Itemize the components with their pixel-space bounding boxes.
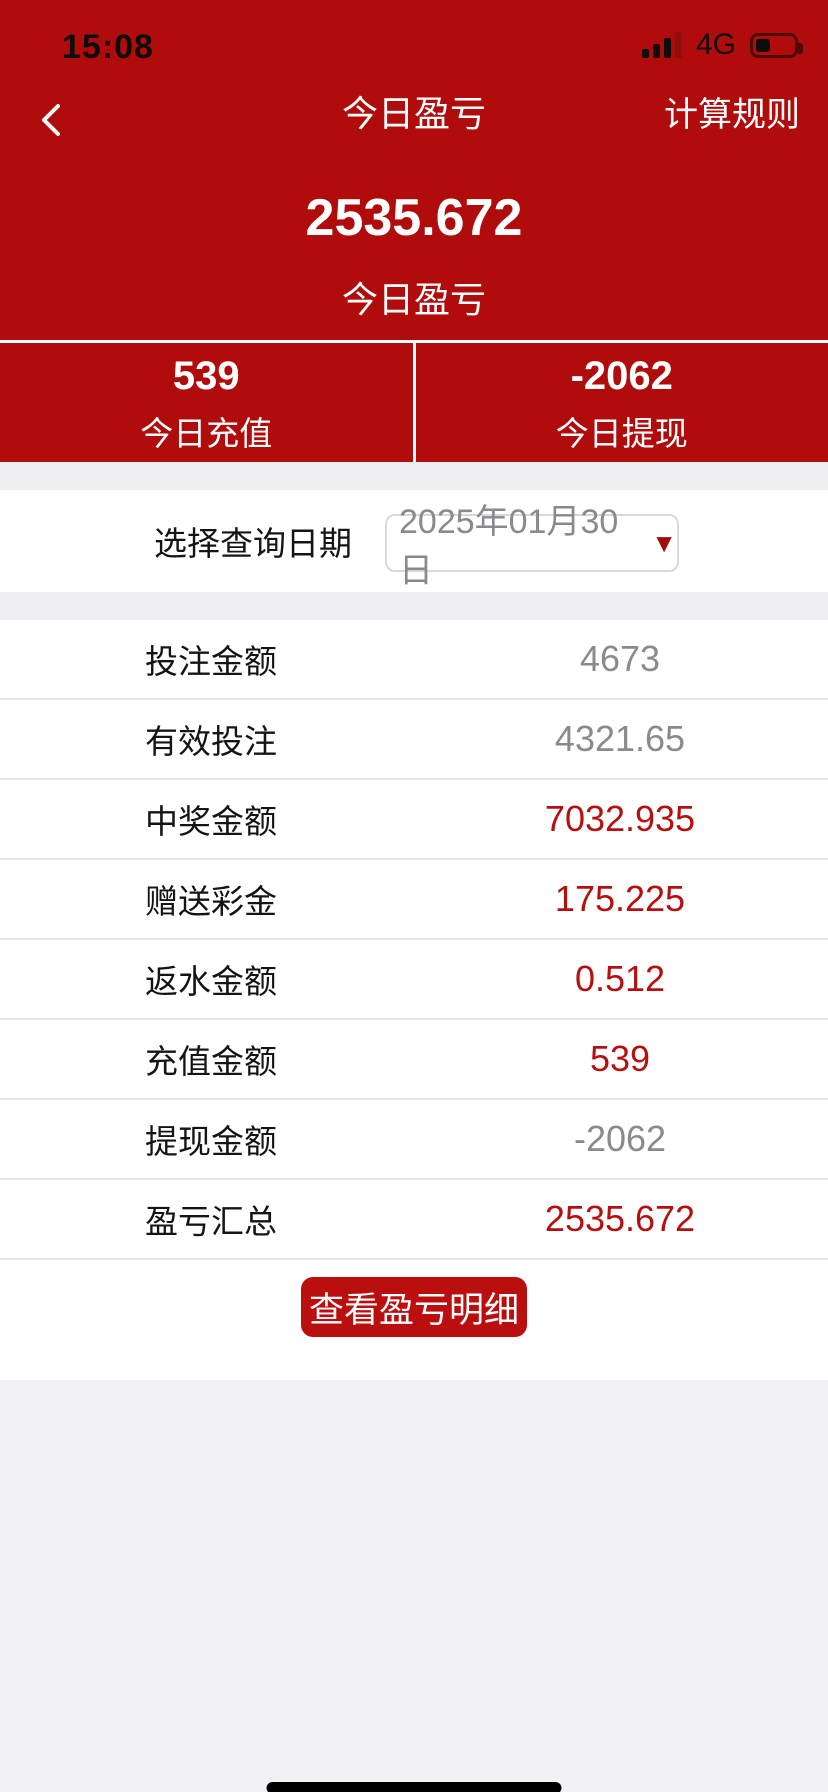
row-label: 投注金额 xyxy=(145,643,277,680)
date-picker[interactable]: 2025年01月30日 ▼ xyxy=(385,503,679,590)
table-row: 提现金额 -2062 xyxy=(0,1100,828,1180)
row-label: 有效投注 xyxy=(145,723,277,760)
chevron-left-icon xyxy=(42,104,60,136)
date-picker-value: 2025年01月30日 xyxy=(399,503,619,590)
total-profit-label: 今日盈亏 xyxy=(341,279,486,320)
home-indicator-handle[interactable] xyxy=(266,1782,562,1792)
battery-icon xyxy=(750,32,803,58)
row-label: 盈亏汇总 xyxy=(145,1203,277,1240)
button-section: 查看盈亏明细 xyxy=(0,1277,828,1380)
nav-bar: 今日盈亏 计算规则 xyxy=(0,90,828,150)
row-label: 中奖金额 xyxy=(145,803,277,840)
profit-summary: 2535.672 今日盈亏 xyxy=(0,150,828,340)
calculation-rules-link[interactable]: 计算规则 xyxy=(664,96,800,134)
table-row: 投注金额 4673 xyxy=(0,620,828,700)
back-button[interactable] xyxy=(36,103,66,137)
dropdown-triangle-icon: ▼ xyxy=(651,528,677,558)
row-value: 175.225 xyxy=(554,878,686,919)
withdrawal-stat: -2062 今日提现 xyxy=(416,343,828,462)
row-value: -2062 xyxy=(573,1118,667,1159)
detail-table: 投注金额 4673 有效投注 4321.65 中奖金额 7032.935 赠送彩… xyxy=(0,620,828,1260)
withdrawal-label: 今日提现 xyxy=(555,414,688,452)
date-filter-label: 选择查询日期 xyxy=(154,525,352,562)
row-value: 4321.65 xyxy=(554,718,686,759)
row-value: 2535.672 xyxy=(544,1198,696,1239)
status-icons: 4G xyxy=(641,28,803,62)
row-label: 提现金额 xyxy=(145,1123,277,1160)
clock-time: 15:08 xyxy=(62,28,154,66)
table-row: 充值金额 539 xyxy=(0,1020,828,1100)
table-row: 赠送彩金 175.225 xyxy=(0,860,828,940)
section-divider xyxy=(0,462,828,490)
total-profit-value: 2535.672 xyxy=(305,189,523,247)
deposit-value: 539 xyxy=(172,353,240,398)
footer-area xyxy=(0,1380,828,1792)
deposit-stat: 539 今日充值 xyxy=(0,343,416,462)
date-filter-section: 选择查询日期 2025年01月30日 ▼ xyxy=(0,490,828,592)
signal-strength-icon xyxy=(641,32,682,58)
row-value: 0.512 xyxy=(574,958,666,999)
table-row: 盈亏汇总 2535.672 xyxy=(0,1180,828,1260)
row-value: 7032.935 xyxy=(544,798,696,839)
withdrawal-value: -2062 xyxy=(570,353,673,398)
network-type-label: 4G xyxy=(695,28,736,61)
status-bar: 15:08 4G xyxy=(0,0,828,90)
row-value: 4673 xyxy=(579,638,661,679)
section-divider xyxy=(0,592,828,620)
row-label: 赠送彩金 xyxy=(145,883,277,920)
red-header: 15:08 4G 今日盈亏 计算规则 2535.672 今日盈亏 539 xyxy=(0,0,828,462)
row-label: 返水金额 xyxy=(145,963,277,1000)
row-label: 充值金额 xyxy=(145,1043,277,1080)
view-profit-detail-button[interactable]: 查看盈亏明细 xyxy=(301,1277,527,1337)
table-row: 中奖金额 7032.935 xyxy=(0,780,828,860)
table-row: 返水金额 0.512 xyxy=(0,940,828,1020)
row-value: 539 xyxy=(589,1038,651,1079)
table-row: 有效投注 4321.65 xyxy=(0,700,828,780)
page-title: 今日盈亏 xyxy=(341,93,486,134)
deposit-label: 今日充值 xyxy=(140,414,273,452)
quick-stats: 539 今日充值 -2062 今日提现 xyxy=(0,340,828,462)
